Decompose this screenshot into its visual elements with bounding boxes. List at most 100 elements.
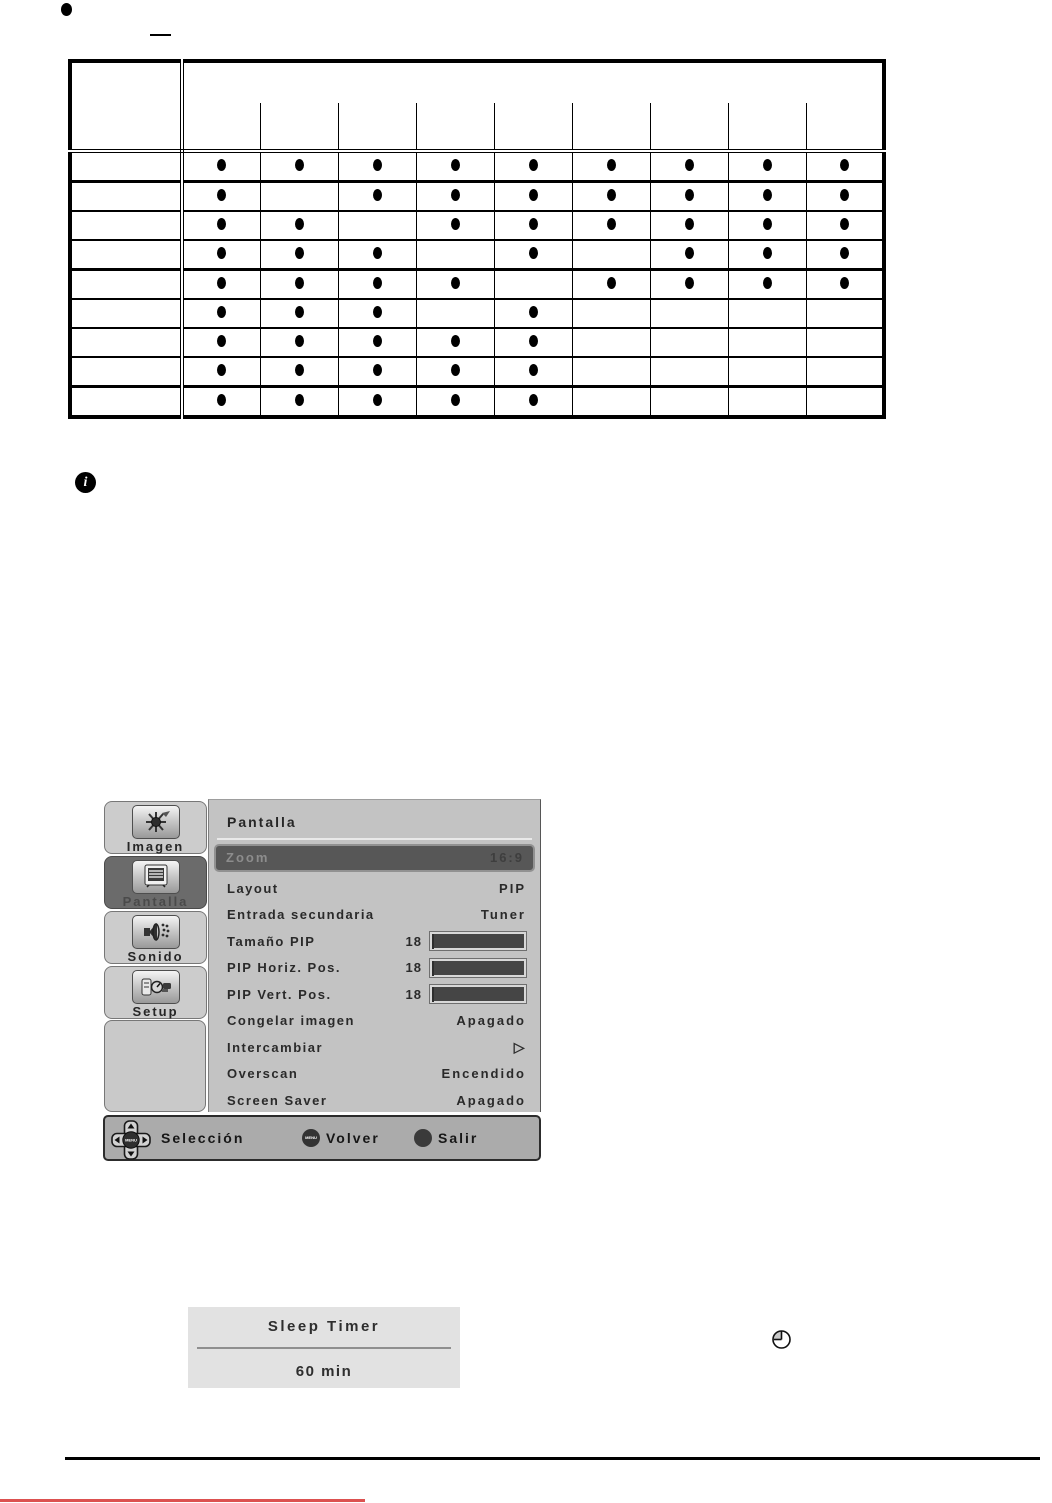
menu-panel: Pantalla Zoom 16:9 Layout PIP Entrada secund… — [208, 799, 541, 1112]
svg-text:MENU: MENU — [125, 1138, 137, 1143]
sidebar-empty-panel — [104, 1020, 206, 1112]
footer-select-label: Selección — [161, 1130, 245, 1146]
row-label-cell — [70, 239, 184, 271]
matrix-cell — [805, 150, 885, 183]
matrix-cell — [337, 150, 417, 183]
footer-back-label: Volver — [326, 1130, 380, 1146]
dot-mark — [217, 393, 227, 406]
matrix-cell — [727, 210, 807, 241]
menu-item: PIP Vert. Pos. 18 — [209, 981, 540, 1008]
matrix-cell — [337, 269, 417, 300]
table-subheader-row — [70, 103, 885, 153]
matrix-cell — [493, 210, 573, 241]
dot-mark — [684, 246, 694, 259]
matrix-cell — [337, 210, 417, 241]
sidebar-tab-sonido: Sonido — [104, 911, 207, 964]
dot-mark — [684, 188, 694, 201]
dot-mark — [372, 188, 382, 201]
menu-item: PIP Horiz. Pos. 18 — [209, 955, 540, 982]
menu-item-label: PIP Horiz. Pos. — [227, 960, 342, 976]
column-header-cell — [805, 103, 885, 153]
dot-mark — [217, 188, 227, 201]
menu-item: Intercambiar ▷ — [209, 1034, 540, 1061]
dot-mark — [217, 363, 227, 376]
menu-title: Pantalla — [227, 814, 297, 830]
slider-fill — [432, 934, 434, 950]
matrix-cell — [259, 386, 339, 418]
table-row — [70, 181, 885, 212]
clock-icon — [772, 1330, 791, 1349]
matrix-cell — [805, 239, 885, 271]
matrix-cell — [337, 298, 417, 329]
dot-mark — [294, 305, 304, 318]
table-row — [70, 269, 885, 300]
tab-label: Sonido — [127, 949, 184, 964]
bottom-horizontal-rule — [65, 1457, 1040, 1460]
matrix-cell — [181, 210, 261, 241]
table-row — [70, 356, 885, 388]
title-divider — [217, 838, 532, 840]
menu-item-label: Layout — [227, 880, 279, 896]
sun-icon — [131, 805, 180, 839]
matrix-cell — [337, 239, 417, 271]
tab-label: Imagen — [126, 839, 185, 854]
menu-item: Entrada secundaria Tuner — [209, 902, 540, 929]
matrix-cell — [805, 181, 885, 212]
dot-mark — [606, 158, 616, 171]
slider-value: 18 — [405, 933, 422, 949]
matrix-cell — [337, 356, 417, 388]
dot-mark — [762, 276, 772, 289]
matrix-cell — [415, 239, 495, 271]
matrix-cell — [649, 327, 729, 358]
dot-mark — [294, 217, 304, 230]
matrix-cell — [259, 239, 339, 271]
dot-mark — [217, 246, 227, 259]
slider-bar — [429, 957, 527, 978]
matrix-cell — [805, 327, 885, 358]
matrix-cell — [649, 239, 729, 271]
menu-sidebar: Imagen Pantalla Sonido Setup — [103, 799, 207, 1021]
matrix-cell — [805, 269, 885, 300]
dot-mark — [450, 334, 460, 347]
dot-mark — [762, 246, 772, 259]
matrix-cell — [571, 150, 651, 183]
slider-bar — [429, 931, 527, 952]
menu-item-value: Encendido — [441, 1066, 526, 1082]
dot-mark — [450, 393, 460, 406]
slider-value: 18 — [405, 960, 422, 976]
matrix-cell — [571, 386, 651, 418]
matrix-cell — [649, 181, 729, 212]
matrix-cell — [415, 298, 495, 329]
table-row — [70, 239, 885, 271]
table-row — [70, 298, 885, 329]
exit-button-icon — [414, 1129, 432, 1147]
tv-menu-screenshot: Imagen Pantalla Sonido Setup Pantalla Zoom 1… — [103, 799, 541, 1163]
dot-mark — [839, 276, 849, 289]
dot-mark — [684, 217, 694, 230]
dot-mark — [450, 158, 460, 171]
column-header-cell — [571, 103, 651, 153]
dot-mark — [217, 217, 227, 230]
matrix-cell — [181, 239, 261, 271]
row-label-cell — [70, 210, 184, 241]
menu-item-label: PIP Vert. Pos. — [227, 986, 332, 1002]
table-corner-cell — [70, 61, 184, 153]
dot-mark — [372, 363, 382, 376]
dot-mark — [217, 276, 227, 289]
matrix-cell — [181, 386, 261, 418]
dot-mark — [684, 276, 694, 289]
dot-mark — [217, 334, 227, 347]
matrix-cell — [493, 150, 573, 183]
row-label-cell — [70, 150, 184, 183]
matrix-cell — [805, 298, 885, 329]
menu-item: Layout PIP — [209, 875, 540, 902]
matrix-cell — [415, 181, 495, 212]
matrix-cell — [337, 386, 417, 418]
dot-mark — [606, 217, 616, 230]
matrix-cell — [181, 327, 261, 358]
matrix-cell — [493, 298, 573, 329]
menu-item-label: Zoom — [226, 850, 270, 865]
matrix-cell — [337, 327, 417, 358]
matrix-cell — [727, 150, 807, 183]
column-header-cell — [259, 103, 339, 153]
